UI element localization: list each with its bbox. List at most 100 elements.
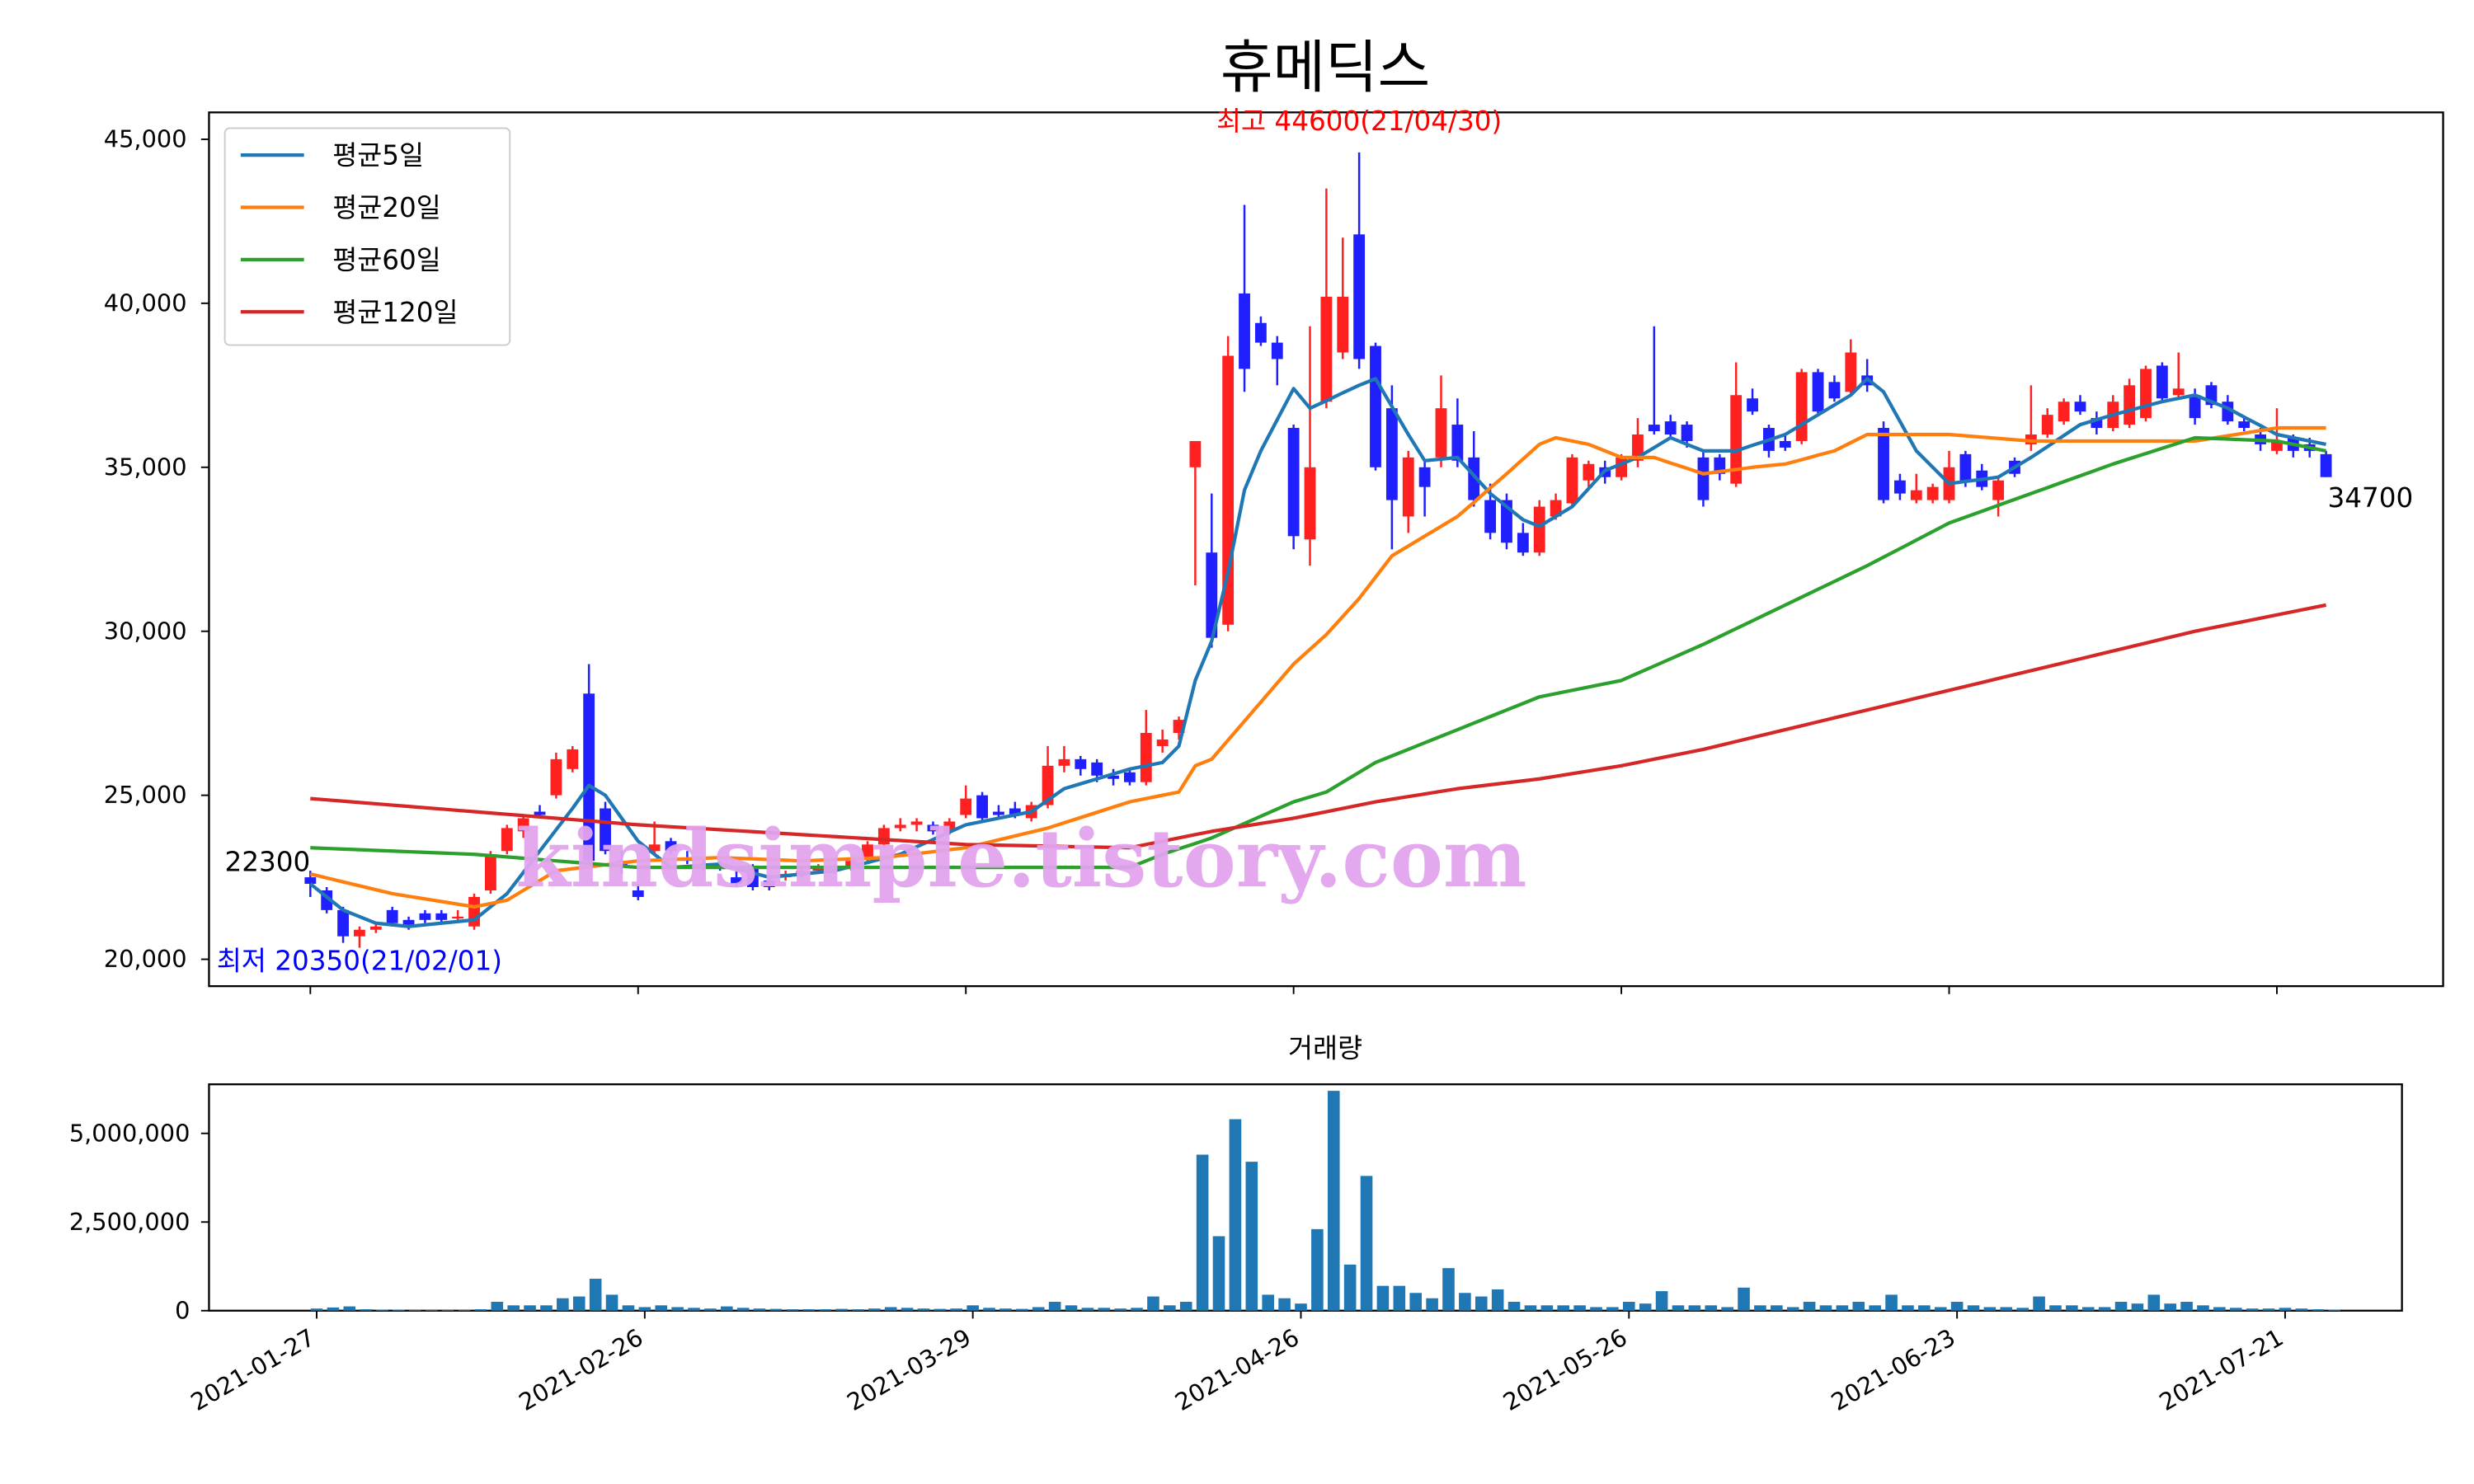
volume-bar bbox=[2312, 1309, 2325, 1311]
candle-body bbox=[1664, 421, 1677, 434]
candle-body bbox=[960, 798, 972, 815]
candle-body bbox=[1091, 762, 1103, 776]
volume-bar bbox=[393, 1309, 405, 1311]
volume-bar bbox=[819, 1309, 831, 1311]
candle-body bbox=[2074, 402, 2086, 412]
volume-bar bbox=[1786, 1307, 1799, 1311]
volume-bar bbox=[2295, 1308, 2308, 1311]
volume-bar bbox=[1278, 1298, 1291, 1311]
volume-bar bbox=[736, 1308, 750, 1311]
volume-bar bbox=[1065, 1305, 1078, 1311]
moving-average-line bbox=[310, 603, 2326, 850]
candle-body bbox=[1566, 457, 1578, 504]
y-tick-label: 0 bbox=[175, 1296, 190, 1324]
volume-bar bbox=[2000, 1307, 2013, 1311]
chart-title: 휴메딕스 bbox=[1221, 35, 1430, 101]
volume-bar bbox=[2262, 1308, 2275, 1311]
candle-body bbox=[1845, 352, 1857, 392]
candle-body bbox=[943, 821, 956, 832]
volume-bar bbox=[557, 1298, 569, 1311]
candle-body bbox=[1812, 372, 1824, 412]
candle-body bbox=[1730, 395, 1743, 484]
y-tick-label: 2,500,000 bbox=[69, 1208, 190, 1236]
volume-bar bbox=[1098, 1308, 1111, 1311]
y-tick-label: 35,000 bbox=[104, 453, 187, 481]
candle-body bbox=[1795, 372, 1808, 441]
candle-body bbox=[1287, 428, 1300, 537]
candle-body bbox=[1550, 500, 1562, 517]
candle-body bbox=[1385, 408, 1398, 500]
candle-body bbox=[2172, 388, 2185, 396]
volume-bar bbox=[458, 1309, 471, 1311]
volume-bar bbox=[1212, 1236, 1225, 1311]
volume-bar bbox=[2328, 1309, 2340, 1311]
volume-bar bbox=[1360, 1176, 1373, 1311]
candle-body bbox=[1992, 480, 2005, 500]
candle-body bbox=[1959, 453, 1972, 481]
candle-body bbox=[485, 854, 496, 890]
volume-bar bbox=[1442, 1268, 1455, 1311]
volume-bar bbox=[2033, 1296, 2045, 1311]
volume-bar bbox=[1705, 1305, 1718, 1311]
volume-bar bbox=[1426, 1298, 1438, 1311]
y-tick-label: 30,000 bbox=[104, 617, 187, 645]
volume-bar bbox=[1376, 1285, 1390, 1311]
volume-title: 거래량 bbox=[1288, 1033, 1362, 1064]
candle-body bbox=[2320, 453, 2332, 477]
volume-bar bbox=[327, 1307, 340, 1311]
volume-bar bbox=[1950, 1302, 1964, 1311]
candle-body bbox=[2091, 418, 2103, 429]
volume-bar bbox=[605, 1294, 618, 1311]
volume-bar bbox=[1032, 1307, 1045, 1311]
volume-bar bbox=[474, 1309, 487, 1311]
candle-body bbox=[1108, 775, 1119, 779]
y-tick-label: 5,000,000 bbox=[69, 1119, 190, 1147]
volume-bar bbox=[950, 1308, 963, 1311]
volume-bar bbox=[1131, 1308, 1143, 1311]
volume-bar bbox=[1721, 1307, 1733, 1311]
moving-average-line bbox=[310, 435, 2326, 870]
volume-bar bbox=[2114, 1302, 2128, 1311]
candle-body bbox=[1337, 296, 1349, 353]
volume-bar bbox=[1819, 1305, 1832, 1311]
volume-bar bbox=[2049, 1305, 2062, 1311]
volume-bar bbox=[655, 1305, 668, 1311]
candle-body bbox=[1370, 345, 1381, 467]
candle-body bbox=[1697, 457, 1710, 500]
volume-bar bbox=[983, 1308, 995, 1311]
candle-body bbox=[1206, 552, 1218, 638]
candle-body bbox=[369, 926, 382, 930]
legend-label: 평균5일 bbox=[332, 140, 424, 171]
volume-bar bbox=[868, 1308, 881, 1311]
volume-bar bbox=[1672, 1305, 1685, 1311]
candle-body bbox=[1304, 467, 1316, 540]
volume-bar bbox=[704, 1308, 717, 1311]
plot-frame bbox=[208, 111, 2444, 988]
volume-bar bbox=[2066, 1305, 2078, 1311]
volume-bar bbox=[1738, 1287, 1750, 1311]
volume-bar bbox=[2197, 1305, 2209, 1311]
candle-body bbox=[1468, 457, 1480, 500]
volume-bar bbox=[1459, 1293, 1471, 1311]
volume-bar bbox=[1016, 1308, 1028, 1311]
candle-body bbox=[993, 811, 1004, 815]
candle-body bbox=[1058, 758, 1070, 766]
candle-body bbox=[550, 758, 562, 796]
candle-body bbox=[2041, 415, 2053, 434]
volume-bar bbox=[1327, 1091, 1340, 1311]
candle-body bbox=[845, 861, 858, 868]
volume-bar bbox=[1934, 1307, 1947, 1311]
candle-body bbox=[1484, 500, 1497, 533]
volume-bar bbox=[1343, 1264, 1357, 1311]
candle-body bbox=[501, 828, 513, 852]
volume-bar bbox=[1475, 1296, 1488, 1311]
volume-bar bbox=[1114, 1308, 1126, 1311]
candle-body bbox=[1435, 408, 1447, 458]
volume-bar bbox=[1048, 1302, 1061, 1311]
volume-bar bbox=[343, 1306, 356, 1311]
volume-bar bbox=[967, 1305, 979, 1311]
legend-label: 평균120일 bbox=[332, 297, 458, 328]
volume-bar bbox=[753, 1308, 766, 1311]
candle-body bbox=[2156, 365, 2168, 399]
